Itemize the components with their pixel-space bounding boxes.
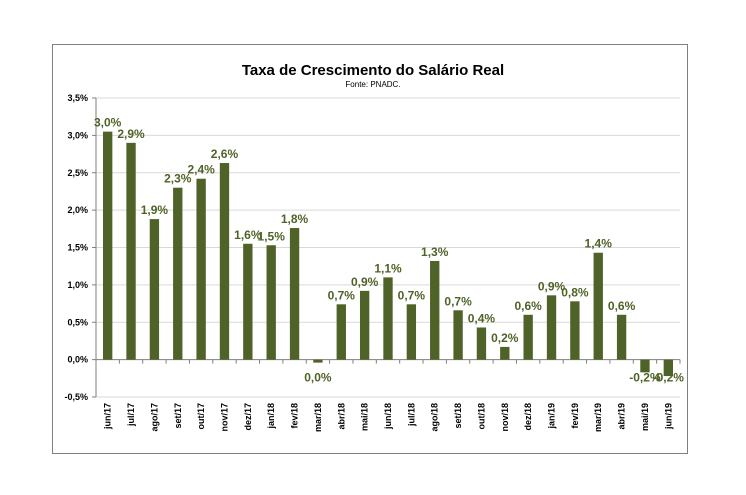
bar-jul-17 (126, 142, 136, 360)
x-tick-label: jun/19 (663, 403, 673, 430)
y-tick-label: 0,5% (67, 317, 88, 327)
x-tick-label: abr/18 (336, 403, 346, 430)
data-label: 1,8% (281, 212, 309, 226)
bar-mai-19 (640, 359, 650, 373)
x-tick-label: out/18 (476, 403, 486, 430)
chart-subtitle: Fonte: PNADC. (345, 80, 401, 89)
bar-fev-18 (289, 228, 300, 360)
bar-jun-19 (663, 359, 673, 377)
bar-nov-18 (500, 346, 510, 360)
bar-dez-18 (523, 314, 533, 360)
y-tick-label: 1,0% (67, 280, 88, 290)
data-label: 1,1% (374, 261, 402, 275)
data-label: -0,2% (653, 371, 685, 385)
x-tick-label: jun/18 (383, 403, 393, 430)
data-label: 2,6% (211, 147, 239, 161)
bar-set-18 (453, 310, 463, 360)
data-label: 3,0% (94, 116, 122, 130)
y-tick-label: 0,0% (67, 355, 88, 365)
y-tick-label: -0,5% (64, 392, 88, 402)
bar-fev-19 (570, 301, 580, 360)
y-tick-label: 1,5% (67, 243, 88, 253)
x-tick-label: dez/18 (523, 403, 533, 431)
data-label: 0,8% (561, 285, 589, 299)
data-label: 0,6% (608, 299, 636, 313)
data-label: 0,9% (538, 279, 566, 293)
data-label: -0,2% (629, 371, 661, 385)
data-label: 1,6% (234, 228, 262, 242)
bar-jan-18 (266, 245, 276, 360)
bar-jun-17 (103, 131, 113, 360)
data-label: 0,0% (304, 371, 332, 385)
y-tick-label: 2,0% (67, 205, 88, 215)
x-tick-label: mai/19 (640, 403, 650, 431)
bar-jul-18 (406, 304, 417, 360)
data-label: 1,4% (585, 237, 613, 251)
x-tick-label: mar/18 (313, 403, 323, 432)
data-label: 2,9% (117, 127, 145, 141)
y-tick-label: 3,0% (67, 130, 88, 140)
x-tick-label: set/17 (173, 403, 183, 429)
data-label: 0,2% (491, 331, 519, 345)
chart-title: Taxa de Crescimento do Salário Real (241, 62, 505, 79)
x-tick-label: ago/17 (149, 403, 159, 432)
x-tick-label: fev/19 (570, 403, 580, 429)
data-label: 2,4% (187, 163, 215, 177)
data-label: 0,7% (444, 294, 472, 308)
x-tick-label: jan/19 (547, 403, 557, 430)
data-label: 1,5% (258, 229, 286, 243)
data-label: 0,4% (468, 311, 496, 325)
data-labels: 3,0%2,9% 1,9% 2,3%2,4% 2,6% 1,6%1,5% 1,8% 0,0%… (94, 116, 684, 385)
x-tick-label: jul/17 (126, 403, 136, 427)
x-tick-label: set/18 (453, 403, 463, 429)
bar-set-17 (173, 187, 183, 360)
x-tick-label: nov/17 (219, 403, 229, 432)
data-label: 0,6% (514, 299, 542, 313)
bar-abr-19 (616, 314, 627, 360)
bars (103, 131, 673, 377)
y-tick-label: 3,5% (67, 93, 88, 103)
data-label: 1,9% (141, 203, 169, 217)
bar-abr-18 (336, 304, 346, 360)
bar-dez-17 (243, 243, 253, 360)
data-label: 0,7% (328, 288, 356, 302)
x-tick-label: ago/18 (430, 403, 440, 432)
x-tick-label: mar/19 (593, 403, 603, 432)
data-label: 2,3% (164, 172, 192, 186)
x-tick-label: jun/17 (103, 403, 113, 430)
bar-jan-19 (546, 295, 557, 360)
data-label: 0,7% (398, 288, 426, 302)
bar-out-17 (196, 178, 206, 360)
x-tick-label: jul/18 (406, 403, 416, 427)
data-label: 1,3% (421, 245, 449, 259)
x-tick-label: jan/18 (266, 403, 276, 430)
bar-ago-18 (430, 260, 440, 360)
x-tick-label: nov/18 (500, 403, 510, 432)
x-tick-label: out/17 (196, 403, 206, 430)
bar-ago-17 (149, 219, 160, 360)
x-tick-label: abr/19 (617, 403, 627, 430)
x-tick-label: mai/18 (360, 403, 370, 431)
x-tick-label: fev/18 (290, 403, 300, 429)
y-tick-labels: 3,5% 3,0% 2,5% 2,0% 1,5% 1,0% 0,5% 0,0% -0,5% (64, 93, 88, 402)
x-tick-label: dez/17 (243, 403, 253, 431)
y-tick-label: 2,5% (67, 168, 88, 178)
bar-mar-18 (313, 359, 323, 363)
bar-out-18 (476, 327, 487, 360)
bar-jun-18 (383, 277, 393, 360)
data-label: 0,9% (351, 275, 379, 289)
bar-nov-17 (219, 163, 230, 360)
bar-mar-19 (593, 252, 603, 360)
bar-mai-18 (359, 290, 370, 360)
x-tick-labels: jun/17 jul/17 ago/17 set/17 out/17 nov/17 dez/… (103, 403, 674, 432)
